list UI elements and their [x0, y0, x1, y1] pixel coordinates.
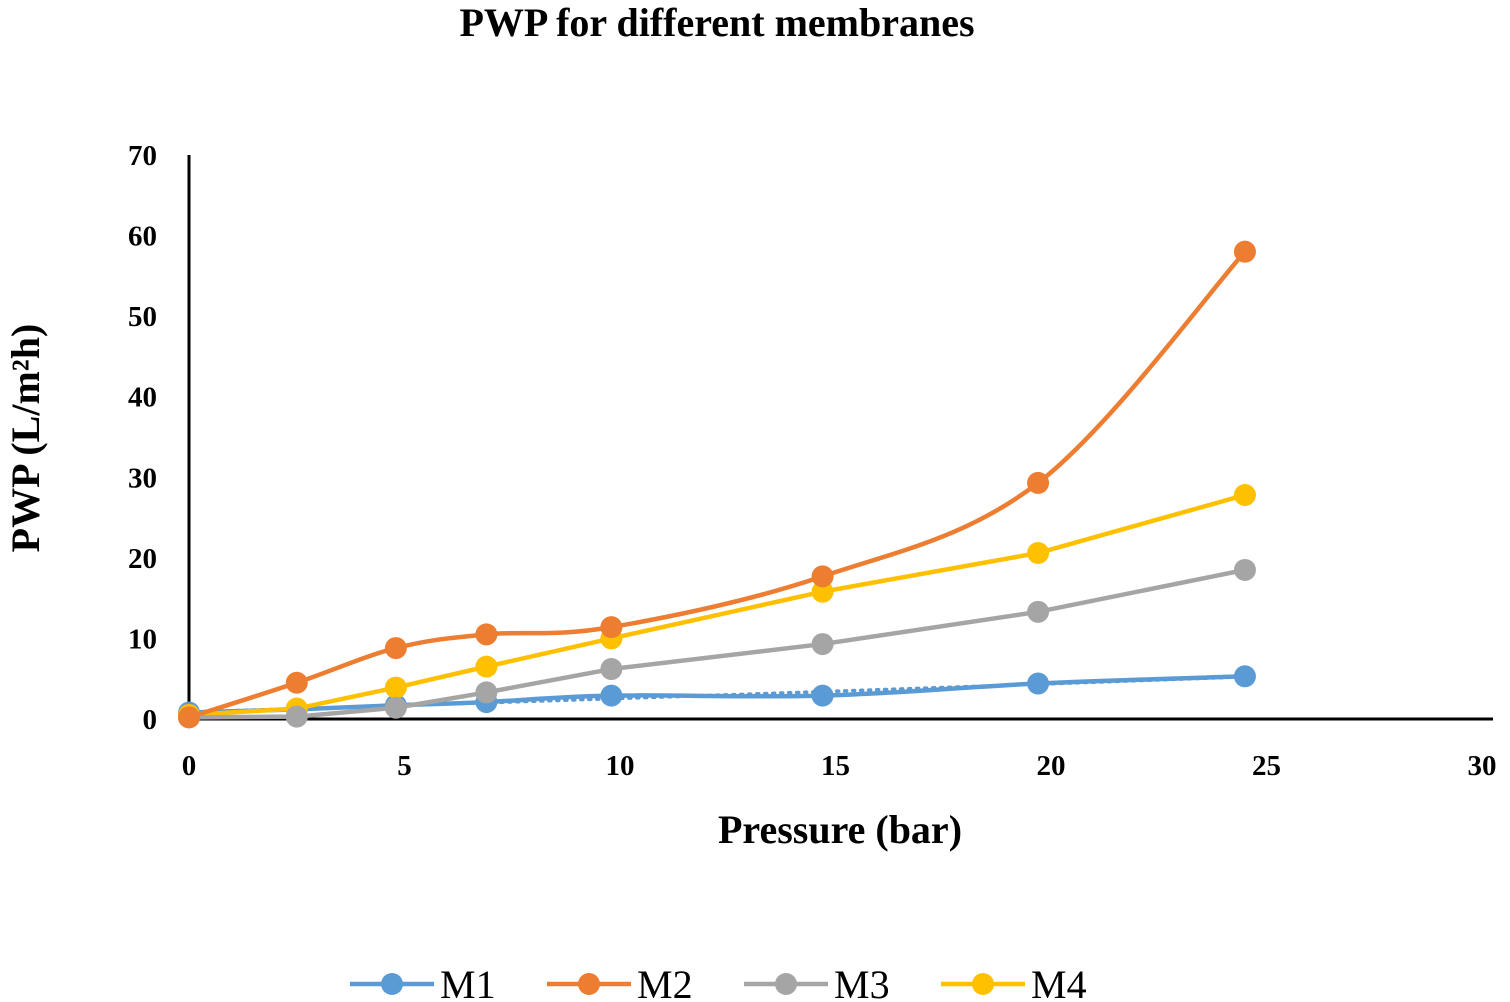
- legend-label: M2: [637, 962, 693, 1002]
- point-m2: [811, 565, 834, 588]
- legend-marker: [972, 973, 994, 995]
- y-tick-label: 60: [128, 221, 157, 253]
- y-tick-label: 0: [143, 704, 158, 736]
- point-m4: [811, 580, 834, 603]
- legend-label: M4: [1031, 962, 1087, 1002]
- point-m3: [1027, 600, 1050, 623]
- point-m2: [178, 706, 200, 729]
- series-m2: [178, 240, 1256, 729]
- x-axis-label: Pressure (bar): [718, 807, 962, 852]
- x-tick-label: 15: [821, 750, 850, 782]
- point-m4: [475, 655, 498, 678]
- y-axis-label: PWP (L/m²h): [3, 324, 48, 553]
- y-tick-label: 30: [128, 462, 157, 494]
- legend-item-m2: M2: [547, 962, 693, 1002]
- x-tick-label: 20: [1037, 750, 1066, 782]
- legend-label: M1: [440, 962, 496, 1002]
- point-m3: [1233, 558, 1256, 581]
- point-m1: [600, 684, 623, 707]
- legend-marker: [578, 973, 600, 995]
- legend: M1 M2 M3 M4: [350, 962, 1087, 1002]
- line-m4: [186, 492, 1248, 718]
- series-m4: [178, 484, 1256, 726]
- legend-marker: [775, 973, 797, 995]
- legend-item-m4: M4: [941, 962, 1087, 1002]
- point-m4: [1027, 542, 1050, 565]
- x-tick-label: 10: [606, 750, 635, 782]
- series-m3: [178, 558, 1256, 729]
- y-tick-label: 70: [128, 140, 157, 172]
- y-tick-label: 20: [128, 543, 157, 575]
- point-m2: [600, 616, 623, 639]
- point-m2: [285, 671, 308, 694]
- point-m1: [1027, 672, 1050, 695]
- chart-title: PWP for different membranes: [459, 0, 974, 45]
- point-m3: [811, 633, 834, 656]
- point-m4: [1233, 484, 1256, 507]
- x-tick-label: 0: [182, 750, 197, 782]
- x-axis-ticks: 0 5 10 15 20 25 30: [182, 750, 1497, 782]
- point-m2: [1027, 471, 1050, 494]
- y-tick-label: 10: [128, 623, 157, 655]
- x-tick-label: 30: [1468, 750, 1497, 782]
- point-m2: [384, 637, 407, 660]
- legend-label: M3: [834, 962, 890, 1002]
- point-m1: [811, 684, 834, 707]
- y-axis-ticks: 0 10 20 30 40 50 60 70: [128, 140, 157, 736]
- point-m3: [384, 696, 407, 719]
- line-m2: [186, 249, 1248, 720]
- x-tick-label: 25: [1252, 750, 1281, 782]
- x-tick-label: 5: [397, 750, 412, 782]
- point-m3: [475, 681, 498, 704]
- y-tick-label: 40: [128, 382, 157, 414]
- series-layer: [178, 240, 1256, 729]
- point-m4: [384, 676, 407, 699]
- point-m3: [285, 705, 308, 728]
- point-m2: [1233, 240, 1256, 263]
- point-m1: [1233, 665, 1256, 688]
- point-m2: [475, 623, 498, 646]
- line-m3: [186, 567, 1248, 720]
- line-m1: [186, 674, 1248, 715]
- legend-marker: [381, 973, 403, 995]
- legend-item-m3: M3: [744, 962, 890, 1002]
- legend-item-m1: M1: [350, 962, 496, 1002]
- point-m3: [600, 658, 623, 681]
- y-tick-label: 50: [128, 301, 157, 333]
